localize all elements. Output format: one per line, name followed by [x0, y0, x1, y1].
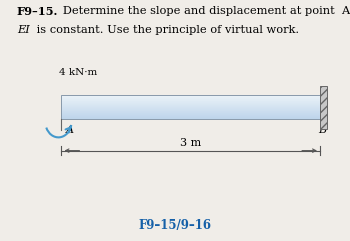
Bar	[61, 95, 320, 119]
Bar	[61, 117, 320, 118]
Text: A: A	[65, 125, 74, 135]
Bar	[61, 111, 320, 112]
Bar	[61, 115, 320, 116]
Bar	[61, 117, 320, 118]
Bar	[61, 104, 320, 105]
Bar	[61, 95, 320, 96]
Bar	[61, 97, 320, 98]
Bar	[61, 106, 320, 107]
Bar	[61, 97, 320, 98]
Bar	[61, 103, 320, 104]
Bar	[61, 95, 320, 96]
Bar	[61, 116, 320, 117]
Bar	[61, 105, 320, 106]
Bar	[61, 113, 320, 114]
Bar	[61, 105, 320, 106]
Bar	[61, 110, 320, 111]
Text: is constant. Use the principle of virtual work.: is constant. Use the principle of virtua…	[33, 25, 299, 35]
Text: Determine the slope and displacement at point  A.: Determine the slope and displacement at …	[52, 6, 350, 16]
Bar	[61, 114, 320, 115]
Bar	[61, 99, 320, 100]
Bar	[61, 112, 320, 113]
Bar	[61, 98, 320, 99]
Text: 4 kN·m: 4 kN·m	[60, 68, 98, 77]
Bar	[61, 101, 320, 102]
Bar	[61, 103, 320, 104]
Bar	[61, 107, 320, 108]
Text: F9–15.: F9–15.	[17, 6, 58, 17]
Text: EI: EI	[17, 25, 29, 35]
Bar	[61, 118, 320, 119]
Text: 3 m: 3 m	[180, 138, 201, 148]
Bar	[61, 100, 320, 101]
Bar	[61, 109, 320, 110]
Bar	[61, 106, 320, 107]
Bar	[61, 96, 320, 97]
Bar	[61, 109, 320, 110]
Bar	[61, 112, 320, 113]
Bar	[61, 101, 320, 102]
Bar	[61, 111, 320, 112]
Bar	[61, 118, 320, 119]
Bar	[61, 99, 320, 100]
Text: F9–15/9–16: F9–15/9–16	[139, 219, 211, 232]
Bar	[61, 102, 320, 103]
Bar	[61, 108, 320, 109]
Bar	[61, 100, 320, 101]
Text: B: B	[318, 125, 327, 135]
Bar	[61, 107, 320, 108]
Bar	[61, 115, 320, 116]
Bar	[320, 86, 327, 129]
